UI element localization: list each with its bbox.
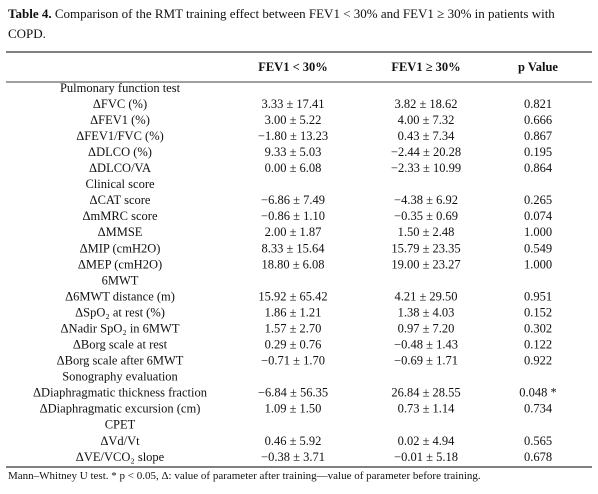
- row-label: ΔBorg scale after 6MWT: [57, 354, 184, 368]
- column-header: FEV1 < 30%: [258, 60, 328, 74]
- row-label: Δ6MWT distance (m): [65, 289, 175, 303]
- row-label: ΔCAT score: [90, 193, 151, 207]
- section-label: Pulmonary function test: [60, 81, 181, 95]
- cell: −0.01 ± 5.18: [394, 450, 458, 464]
- cell: 18.80 ± 6.08: [261, 257, 324, 271]
- cell: −6.86 ± 7.49: [261, 193, 325, 207]
- cell: 26.84 ± 28.55: [391, 386, 460, 400]
- cell: 1.000: [524, 257, 552, 271]
- cell: 4.21 ± 29.50: [394, 289, 457, 303]
- cell: −6.84 ± 56.35: [258, 386, 328, 400]
- row-label: ΔFEV1/FVC (%): [76, 129, 164, 143]
- cell: −0.48 ± 1.43: [394, 338, 458, 352]
- row-label: ΔVd/Vt: [100, 434, 140, 448]
- section-label: 6MWT: [102, 273, 139, 287]
- cell: 4.00 ± 7.32: [398, 113, 455, 127]
- row-label: ΔFEV1 (%): [90, 113, 150, 127]
- cell: 0.666: [524, 113, 552, 127]
- cell: 2.00 ± 1.87: [265, 225, 322, 239]
- column-header: FEV1 ≥ 30%: [391, 60, 460, 74]
- row-label: ΔVE/VCO₂ slope: [76, 450, 165, 464]
- caption: Table 4. Comparison of the RMT training …: [8, 4, 594, 44]
- row-label: ΔDiaphragmatic excursion (cm): [40, 402, 201, 416]
- cell: 1.50 ± 2.48: [398, 225, 455, 239]
- cell: 1.38 ± 4.03: [398, 305, 455, 319]
- section-label: CPET: [105, 418, 136, 432]
- cell: 0.922: [524, 354, 552, 368]
- cell: 0.864: [524, 161, 553, 175]
- cell: 9.33 ± 5.03: [265, 145, 322, 159]
- cell: 0.302: [524, 321, 552, 335]
- cell: −0.86 ± 1.10: [261, 209, 325, 223]
- cell: −0.38 ± 3.71: [261, 450, 325, 464]
- section-label: Sonography evaluation: [62, 370, 178, 384]
- cell: 0.73 ± 1.14: [398, 402, 456, 416]
- cell: 0.265: [524, 193, 552, 207]
- cell: 0.821: [524, 97, 552, 111]
- column-header: p Value: [518, 60, 558, 74]
- row-label: ΔFVC (%): [93, 97, 147, 111]
- row-label: ΔMMSE: [98, 225, 143, 239]
- cell: 0.074: [524, 209, 553, 223]
- cell: 1.09 ± 1.50: [265, 402, 322, 416]
- cell: 0.195: [524, 145, 552, 159]
- cell: −4.38 ± 6.92: [394, 193, 458, 207]
- cell: 3.82 ± 18.62: [394, 97, 457, 111]
- cell: 0.549: [524, 241, 552, 255]
- cell: −2.44 ± 20.28: [391, 145, 461, 159]
- cell: −1.80 ± 13.23: [258, 129, 328, 143]
- cell: 0.00 ± 6.08: [265, 161, 322, 175]
- row-label: ΔMEP (cmH2O): [78, 257, 162, 271]
- row-label: ΔSpO₂ at rest (%): [75, 305, 165, 319]
- row-label: ΔmMRC score: [82, 209, 158, 223]
- cell: −0.71 ± 1.70: [261, 354, 325, 368]
- cell: 15.92 ± 65.42: [258, 289, 327, 303]
- cell: 0.048 *: [519, 386, 557, 400]
- row-label: ΔMIP (cmH2O): [80, 241, 161, 255]
- cell: 0.29 ± 0.76: [265, 338, 322, 352]
- cell: 1.86 ± 1.21: [265, 305, 322, 319]
- caption-text: Comparison of the RMT training effect be…: [8, 6, 555, 41]
- section-label: Clinical score: [85, 177, 155, 191]
- cell: 0.97 ± 7.20: [398, 321, 455, 335]
- cell: 0.951: [524, 289, 552, 303]
- cell: 3.33 ± 17.41: [261, 97, 324, 111]
- cell: 0.867: [524, 129, 552, 143]
- row-label: ΔDLCO (%): [88, 145, 152, 159]
- cell: 3.00 ± 5.22: [265, 113, 322, 127]
- cell: 0.02 ± 4.94: [398, 434, 456, 448]
- cell: 1.000: [524, 225, 552, 239]
- row-label: ΔBorg scale at rest: [73, 338, 168, 352]
- cell: 0.43 ± 7.34: [398, 129, 456, 143]
- cell: 0.46 ± 5.92: [265, 434, 322, 448]
- cell: −0.69 ± 1.71: [394, 354, 458, 368]
- cell: 19.00 ± 23.27: [391, 257, 460, 271]
- cell: 0.152: [524, 305, 552, 319]
- cell: −0.35 ± 0.69: [394, 209, 458, 223]
- cell: 0.122: [524, 338, 552, 352]
- row-label: ΔNadir SpO₂ in 6MWT: [61, 321, 180, 335]
- cell: 15.79 ± 23.35: [391, 241, 460, 255]
- cell: 0.565: [524, 434, 552, 448]
- cell: −2.33 ± 10.99: [391, 161, 461, 175]
- row-label: ΔDiaphragmatic thickness fraction: [33, 386, 208, 400]
- cell: 0.734: [524, 402, 553, 416]
- footnote: Mann–Whitney U test. * p < 0.05, Δ: valu…: [8, 470, 481, 482]
- cell: 8.33 ± 15.64: [261, 241, 325, 255]
- caption-label: Table 4.: [8, 6, 52, 21]
- cell: 0.678: [524, 450, 552, 464]
- cell: 1.57 ± 2.70: [265, 321, 322, 335]
- row-label: ΔDLCO/VA: [89, 161, 151, 175]
